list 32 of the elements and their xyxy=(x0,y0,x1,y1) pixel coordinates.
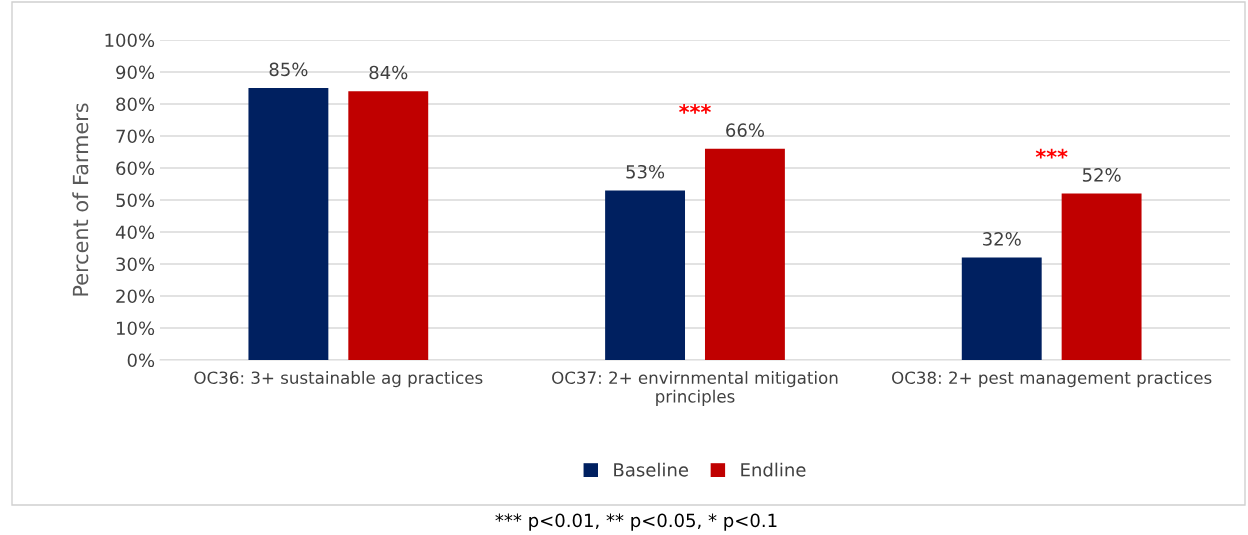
y-tick-label: 70% xyxy=(116,129,155,144)
y-tick-label: 10% xyxy=(116,321,155,336)
data-label: 32% xyxy=(983,232,1021,246)
bar xyxy=(704,148,785,360)
bar xyxy=(348,91,429,360)
y-tick-label: 60% xyxy=(116,161,155,176)
y-tick-label: 0% xyxy=(127,353,155,368)
x-tick-label: OC37: 2+ envirnmental mitigation principles xyxy=(552,371,838,406)
x-tick-label: OC38: 2+ pest management practices xyxy=(892,371,1212,388)
y-tick-label: 90% xyxy=(116,65,155,80)
bar xyxy=(1061,193,1142,360)
data-label: 84% xyxy=(369,65,408,80)
y-tick-label: 20% xyxy=(116,289,155,304)
annotation: *** xyxy=(1035,148,1068,159)
bar xyxy=(248,88,329,360)
legend-label: Endline xyxy=(741,462,806,477)
data-label: 85% xyxy=(269,62,308,77)
bar xyxy=(961,257,1042,360)
data-label: 66% xyxy=(726,123,764,137)
bar xyxy=(605,190,686,360)
y-tick-label: 40% xyxy=(115,225,155,240)
y-tick-label: 100% xyxy=(105,33,155,48)
y-tick-label: 50% xyxy=(116,193,155,208)
x-tick-label: OC36: 3+ sustainable ag practices xyxy=(194,371,483,388)
annotation: *** xyxy=(679,104,711,114)
y-axis-title: Percent of Farmers xyxy=(72,103,89,296)
y-tick-label: 30% xyxy=(116,257,155,272)
legend-label: Baseline xyxy=(614,462,689,477)
data-label: 52% xyxy=(1082,168,1121,182)
y-tick-label: 80% xyxy=(116,97,155,112)
text: *** p<0.01, ** p<0.05, * p<0.1 xyxy=(495,513,777,531)
data-label: 53% xyxy=(626,164,665,179)
